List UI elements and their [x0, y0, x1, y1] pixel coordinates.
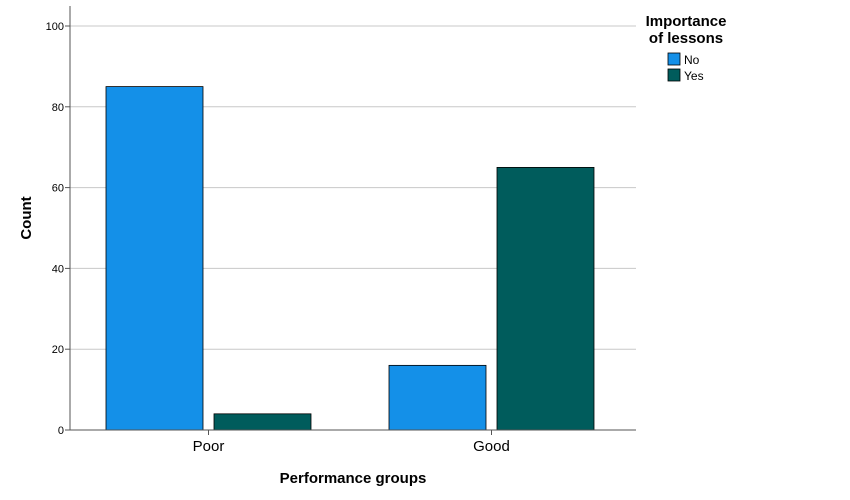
bar-good-yes — [496, 166, 595, 431]
legend: Importance of lessons No Yes — [646, 13, 727, 83]
y-axis-title: Count — [18, 196, 35, 239]
y-tick-label: 60 — [52, 183, 64, 195]
legend-label-yes: Yes — [684, 69, 704, 83]
legend-label-no: No — [684, 53, 700, 67]
x-axis-categories: Poor Good — [193, 430, 510, 455]
legend-swatch-no — [667, 52, 681, 66]
legend-items: No Yes — [667, 52, 704, 83]
legend-swatch-yes — [667, 68, 681, 82]
y-axis-ticks: 0 20 40 60 80 100 — [46, 21, 70, 437]
bars — [105, 86, 595, 431]
x-category-label: Poor — [193, 438, 225, 455]
x-axis-title: Performance groups — [280, 470, 427, 487]
bar-poor-no — [105, 86, 204, 431]
legend-title-line-2: of lessons — [649, 30, 723, 47]
bar-poor-yes — [213, 413, 312, 431]
x-category-label: Good — [473, 438, 510, 455]
y-tick-label: 40 — [52, 263, 64, 275]
y-tick-label: 100 — [46, 21, 64, 33]
legend-title-line-1: Importance — [646, 13, 727, 30]
bar-good-no — [388, 364, 487, 431]
y-tick-label: 80 — [52, 102, 64, 114]
y-tick-label: 20 — [52, 344, 64, 356]
y-tick-label: 0 — [58, 425, 64, 437]
